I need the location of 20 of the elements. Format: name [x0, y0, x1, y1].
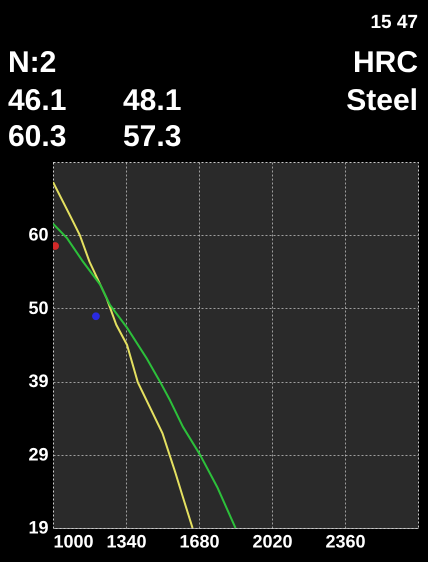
text: 57.3 [123, 120, 182, 153]
line-series [53, 222, 236, 528]
text: N:2 [8, 46, 56, 79]
y-tick-label: 19 [28, 518, 48, 538]
line-series [53, 181, 194, 528]
y-tick-label: 29 [28, 444, 48, 464]
y-tick-label: 60 [28, 224, 48, 245]
text: 60.3 [8, 120, 66, 153]
text: 48.1 [123, 84, 182, 117]
x-tick-label: 1000 [54, 532, 94, 552]
text: Steel [346, 84, 418, 117]
text: 46.1 [8, 84, 66, 117]
y-tick-label: 50 [28, 298, 48, 318]
x-tick-label: 2360 [325, 532, 366, 552]
x-tick-label: 1340 [106, 532, 147, 552]
text: HRC [353, 46, 418, 79]
x-tick-label: 1680 [179, 532, 220, 552]
y-tick-label: 39 [28, 371, 48, 392]
x-tick-label: 2020 [252, 532, 293, 552]
text: 15 47 [370, 12, 418, 33]
